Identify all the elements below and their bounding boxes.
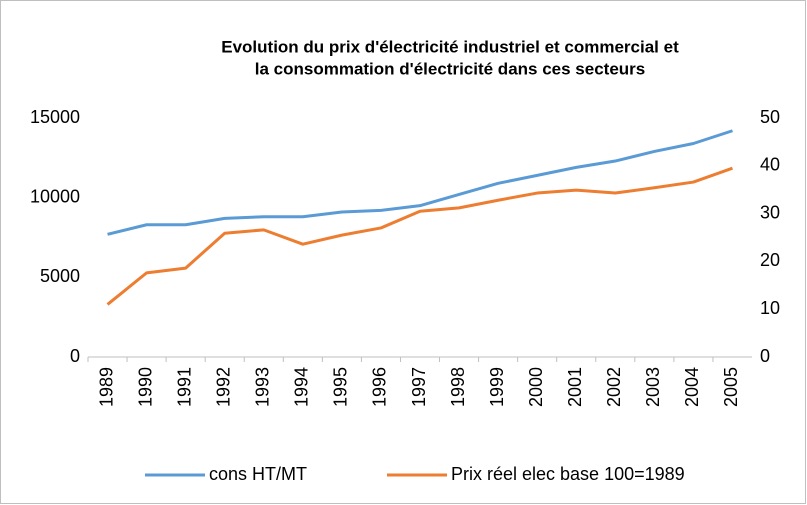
x-tick-label: 2000: [526, 367, 546, 407]
x-tick-label: 1991: [174, 367, 194, 407]
x-tick-label: 1996: [370, 367, 390, 407]
x-tick-label: 1999: [487, 367, 507, 407]
y2-tick-label: 20: [760, 250, 780, 270]
y-tick-label: 0: [70, 346, 80, 366]
y2-tick-label: 0: [760, 346, 770, 366]
x-tick-label: 2005: [721, 367, 741, 407]
series-line: [106, 166, 733, 306]
x-tick-label: 1997: [409, 367, 429, 407]
x-tick-label: 1994: [292, 367, 312, 407]
x-tick-label: 2003: [643, 367, 663, 407]
chart-title: la consommation d'électricité dans ces s…: [255, 59, 645, 78]
y-tick-label: 5000: [40, 266, 80, 286]
series-line: [107, 129, 733, 236]
y-tick-label: 10000: [30, 186, 80, 206]
x-tick-label: 1990: [135, 367, 155, 407]
x-tick-label: 1989: [96, 367, 116, 407]
x-tick-label: 2004: [682, 367, 702, 407]
x-tick-label: 1992: [213, 367, 233, 407]
y2-tick-label: 10: [760, 298, 780, 318]
y2-tick-label: 40: [760, 155, 780, 175]
x-tick-label: 2002: [604, 367, 624, 407]
legend-label: cons HT/MT: [209, 464, 307, 484]
x-tick-label: 1998: [448, 367, 468, 407]
chart-title: Evolution du prix d'électricité industri…: [221, 37, 679, 56]
y2-tick-label: 30: [760, 202, 780, 222]
legend-label: Prix réel elec base 100=1989: [451, 464, 685, 484]
y-tick-label: 15000: [30, 107, 80, 127]
x-tick-label: 1993: [253, 367, 273, 407]
x-tick-label: 2001: [565, 367, 585, 407]
y2-tick-label: 50: [760, 107, 780, 127]
x-tick-label: 1995: [331, 367, 351, 407]
